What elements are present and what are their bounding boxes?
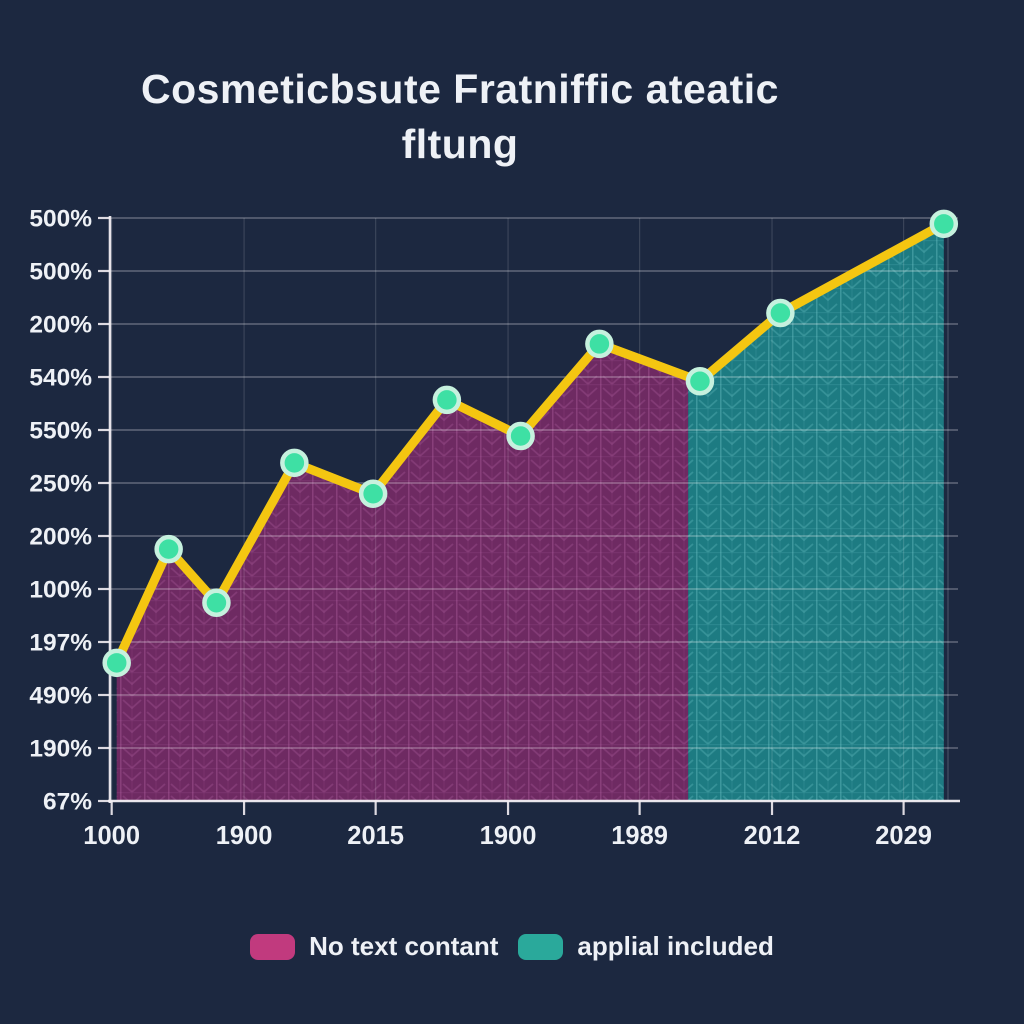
chart-canvas: 500% 500% 200% 540% 550% 250% 200% 100% 197% 490%… xyxy=(29,206,960,850)
y-tick-label: 100% xyxy=(29,577,92,604)
legend-label: applial included xyxy=(577,931,774,961)
x-tick-label: 2012 xyxy=(744,822,801,850)
y-tick-label: 200% xyxy=(29,524,92,551)
chart-title: Cosmeticbsute Fratniffic ateatic fltung xyxy=(0,62,920,172)
y-tick-label: 67% xyxy=(43,789,92,816)
data-point-marker xyxy=(929,209,959,239)
data-point-marker xyxy=(685,366,715,396)
x-tick-label: 1900 xyxy=(480,822,537,850)
data-point-marker xyxy=(358,479,388,509)
x-tick-label: 1900 xyxy=(216,822,273,850)
chart-title-line-1: Cosmeticbsute Fratniffic ateatic xyxy=(141,66,779,112)
chart-title-line-2: fltung xyxy=(401,121,519,167)
y-tick-label: 500% xyxy=(29,206,92,233)
data-point-marker xyxy=(102,648,131,678)
x-tick-label: 1000 xyxy=(83,822,140,850)
y-tick-label: 197% xyxy=(29,630,92,657)
area-fill-left xyxy=(116,343,689,801)
area-fill-right xyxy=(688,223,944,802)
data-point-marker xyxy=(432,385,462,415)
y-tick-label: 500% xyxy=(29,259,92,286)
data-point-marker xyxy=(506,421,535,451)
chart-legend: No text contant applial included xyxy=(0,931,1024,962)
data-point-marker xyxy=(154,534,183,564)
y-tick-label: 550% xyxy=(29,418,92,445)
x-tick-label: 2029 xyxy=(875,822,932,850)
y-tick-label: 190% xyxy=(29,736,92,763)
y-tick-label: 490% xyxy=(29,683,92,710)
legend-label: No text contant xyxy=(309,931,499,961)
data-point-marker xyxy=(280,448,309,478)
y-tick-label: 250% xyxy=(29,471,92,498)
y-tick-label: 200% xyxy=(29,312,92,339)
data-point-marker xyxy=(585,329,614,359)
legend-item-no-text-contant: No text contant xyxy=(250,931,498,962)
data-point-marker xyxy=(202,588,231,618)
data-point-marker xyxy=(766,298,795,328)
y-tick-label: 540% xyxy=(29,365,92,392)
x-tick-label: 2015 xyxy=(347,822,404,850)
x-tick-label: 1989 xyxy=(611,822,668,850)
legend-item-applial-included: applial included xyxy=(518,931,774,962)
area-chart: 500% 500% 200% 540% 550% 250% 200% 100% 197% 490%… xyxy=(29,206,960,850)
legend-swatch-magenta xyxy=(250,933,296,960)
legend-swatch-teal xyxy=(518,933,564,960)
